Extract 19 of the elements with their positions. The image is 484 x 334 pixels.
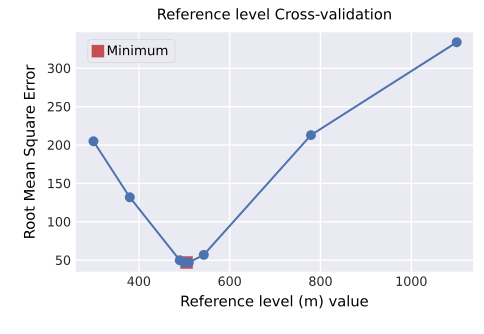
y-tick-label: 100 — [48, 217, 70, 227]
point — [452, 37, 462, 48]
y-axis-title: Root Mean Square Error — [24, 64, 38, 238]
y-tick-label: 300 — [48, 64, 70, 74]
x-tick-label: 600 — [218, 276, 241, 286]
x-tick-label: 800 — [309, 276, 332, 286]
point — [198, 250, 209, 260]
x-tick-label: 400 — [127, 276, 150, 286]
point — [306, 130, 316, 140]
y-tick-label: 150 — [48, 178, 70, 188]
y-tick-label: 250 — [48, 102, 70, 112]
x-tick-label: 1000 — [396, 276, 427, 286]
point — [124, 192, 135, 202]
x-axis-title: Reference level (m) value — [182, 295, 368, 308]
chart-title: Reference level Cross-validation — [158, 8, 391, 20]
point — [88, 136, 98, 146]
legend-label: Minimum — [108, 45, 168, 56]
y-tick-label: 200 — [48, 140, 70, 150]
y-tick-label: 50 — [56, 255, 70, 266]
